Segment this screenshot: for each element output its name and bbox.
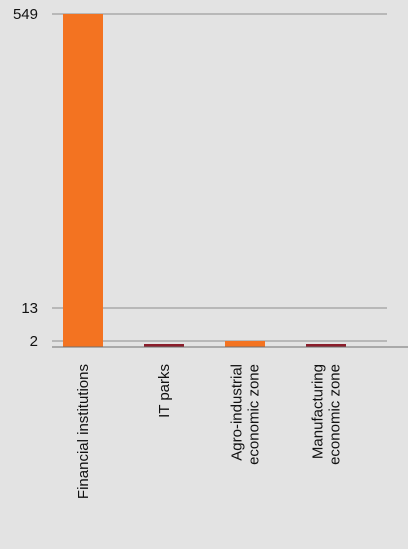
x-tick-label-line: economic zone (327, 364, 344, 465)
x-tick-label-line: economic zone (246, 364, 263, 465)
bar-0 (63, 14, 103, 347)
x-tick-labels: Financial institutions IT parks Agro-indus… (75, 364, 344, 499)
x-tick-label-3: Manufacturing economic zone (310, 364, 344, 465)
y-tick-label-1: 13 (21, 300, 38, 317)
x-tick-label-0: Financial institutions (75, 364, 92, 499)
y-tick-labels: 549 13 2 (13, 6, 38, 350)
y-tick-label-0: 549 (13, 6, 38, 23)
x-tick-label-line: IT parks (156, 364, 173, 418)
bar-2 (225, 341, 265, 347)
bar-1 (144, 344, 184, 347)
x-tick-label-line: Manufacturing (310, 364, 327, 459)
x-tick-label-2: Agro-industrial economic zone (229, 364, 263, 465)
bar-3 (306, 344, 346, 347)
x-tick-label-line: Financial institutions (75, 364, 92, 499)
bars (63, 14, 346, 347)
x-tick-label-line: Agro-industrial (229, 364, 246, 461)
gridlines (52, 13, 387, 342)
x-tick-label-1: IT parks (156, 364, 173, 418)
y-tick-label-2: 2 (30, 333, 38, 350)
